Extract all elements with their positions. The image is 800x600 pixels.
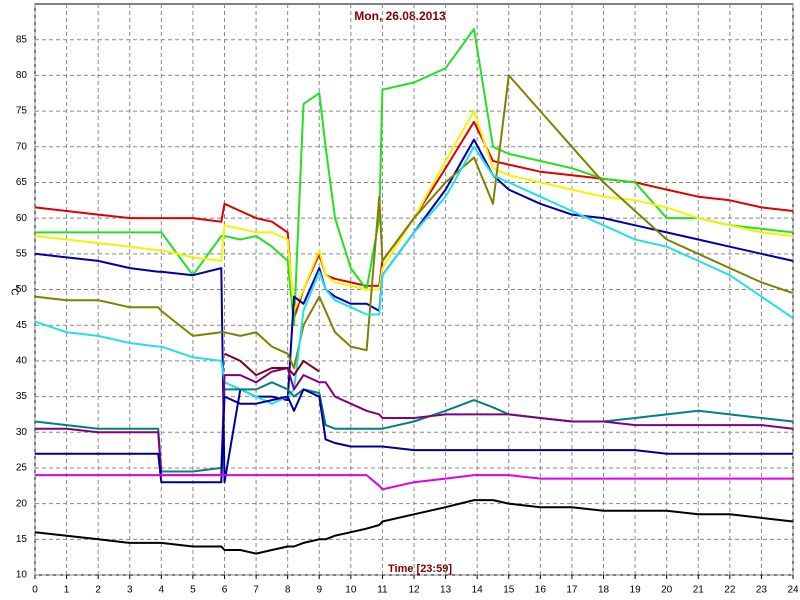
y-tick-label: 40 — [16, 356, 28, 367]
series-line — [35, 388, 793, 484]
x-tick-label: 24 — [787, 585, 799, 596]
x-tick-label: 1 — [64, 585, 70, 596]
y-tick-label: 35 — [16, 391, 28, 402]
x-tick-label: 16 — [535, 585, 547, 596]
series-line — [34, 74, 794, 369]
x-tick-label: 18 — [598, 585, 610, 596]
series-line — [34, 110, 794, 312]
x-tick-label: 7 — [253, 585, 259, 596]
y-tick-label: 80 — [16, 70, 28, 81]
x-tick-label: 14 — [472, 585, 484, 596]
x-tick-label: 4 — [159, 585, 165, 596]
series-line — [34, 138, 794, 484]
y-tick-label: 20 — [16, 498, 28, 509]
y-axis-label: °C — [8, 284, 19, 295]
x-tick-label: 20 — [661, 585, 673, 596]
y-tick-label: 30 — [16, 427, 28, 438]
x-tick-label: 17 — [566, 585, 578, 596]
x-tick-label: 6 — [222, 585, 228, 596]
x-tick-label: 2 — [95, 585, 101, 596]
x-tick-label: 5 — [190, 585, 196, 596]
x-tick-label: 15 — [503, 585, 515, 596]
x-tick-label: 0 — [32, 585, 38, 596]
x-tick-label: 10 — [345, 585, 357, 596]
x-tick-label: 12 — [408, 585, 420, 596]
x-tick-label: 19 — [630, 585, 642, 596]
y-tick-label: 50 — [16, 284, 28, 295]
x-tick-label: 11 — [377, 585, 388, 596]
series-line — [34, 381, 794, 473]
x-tick-label: 9 — [316, 585, 322, 596]
x-tick-label: 21 — [693, 585, 705, 596]
series-line — [34, 145, 794, 405]
series-line — [35, 474, 793, 491]
x-tick-label: 23 — [756, 585, 768, 596]
y-tick-label: 10 — [16, 570, 28, 581]
x-tick-label: 22 — [724, 585, 736, 596]
series-line — [34, 499, 794, 555]
y-tick-label: 25 — [16, 463, 28, 474]
y-tick-label: 85 — [16, 34, 28, 45]
y-tick-label: 70 — [16, 141, 28, 152]
x-tick-label: 8 — [285, 585, 291, 596]
x-tick-label: 13 — [440, 585, 452, 596]
x-axis-label: Time [23:59] — [388, 563, 452, 575]
y-tick-label: 15 — [16, 534, 28, 545]
y-tick-label: 45 — [16, 320, 28, 331]
x-tick-label: 3 — [127, 585, 133, 596]
y-tick-label: 60 — [16, 213, 28, 224]
chart-title: Mon, 26.08.2013 — [354, 9, 446, 23]
y-tick-label: 55 — [16, 248, 28, 259]
series-line — [224, 352, 320, 377]
y-tick-label: 75 — [16, 106, 28, 117]
series-line — [35, 28, 794, 327]
y-tick-label: 65 — [16, 177, 28, 188]
